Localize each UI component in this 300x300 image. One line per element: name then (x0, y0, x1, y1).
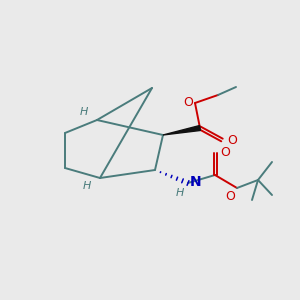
Text: H: H (83, 181, 91, 191)
Text: H: H (80, 107, 88, 117)
Polygon shape (163, 125, 200, 135)
Text: O: O (227, 134, 237, 146)
Text: O: O (220, 146, 230, 160)
Text: N: N (190, 175, 202, 189)
Text: O: O (225, 190, 235, 203)
Text: H: H (176, 188, 184, 198)
Text: O: O (183, 97, 193, 110)
